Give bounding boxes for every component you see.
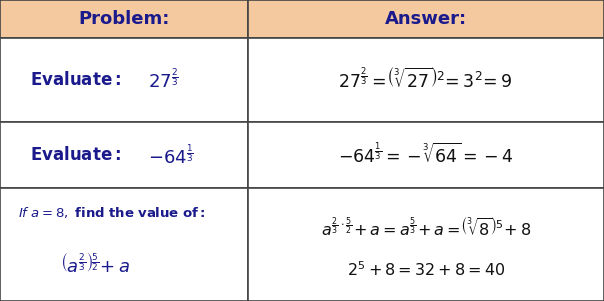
Bar <box>248 188 604 301</box>
Text: $\mathbf{Evaluate:}$: $\mathbf{Evaluate:}$ <box>30 71 121 89</box>
Text: $\left(a^{\frac{2}{3}}\right)^{\!\frac{5}{2}}\!+a$: $\left(a^{\frac{2}{3}}\right)^{\!\frac{5… <box>60 253 130 277</box>
Bar <box>248 122 604 188</box>
Bar <box>248 0 604 38</box>
Bar <box>0 122 248 188</box>
Text: $-64^{\frac{1}{3}}$: $-64^{\frac{1}{3}}$ <box>148 143 194 167</box>
Bar <box>0 38 248 122</box>
Text: $a^{\frac{2}{3}\cdot\frac{5}{2}}\!+a=a^{\frac{5}{3}}\!+a=\!\left(\sqrt[3]{8}\rig: $a^{\frac{2}{3}\cdot\frac{5}{2}}\!+a=a^{… <box>321 216 531 239</box>
Text: $27^{\frac{2}{3}}=\!\left(\sqrt[3]{27}\right)^{\!2}\!=3^2\!=9$: $27^{\frac{2}{3}}=\!\left(\sqrt[3]{27}\r… <box>338 67 513 92</box>
Bar <box>0 0 248 38</box>
Text: $-64^{\frac{1}{3}}=-\!\sqrt[3]{64}=-4$: $-64^{\frac{1}{3}}=-\!\sqrt[3]{64}=-4$ <box>338 143 513 167</box>
Text: Answer:: Answer: <box>385 10 467 28</box>
Text: $\mathbf{Evaluate:}$: $\mathbf{Evaluate:}$ <box>30 146 121 164</box>
Bar <box>248 38 604 122</box>
Text: $\mathit{If}\ a = 8,\ \mathbf{find\ the\ value\ of:}$: $\mathit{If}\ a = 8,\ \mathbf{find\ the\… <box>18 206 205 220</box>
Text: $27^{\frac{2}{3}}$: $27^{\frac{2}{3}}$ <box>148 68 179 92</box>
Text: $2^5+8=32+8=40$: $2^5+8=32+8=40$ <box>347 260 505 279</box>
Bar <box>0 188 248 301</box>
Text: Problem:: Problem: <box>78 10 170 28</box>
